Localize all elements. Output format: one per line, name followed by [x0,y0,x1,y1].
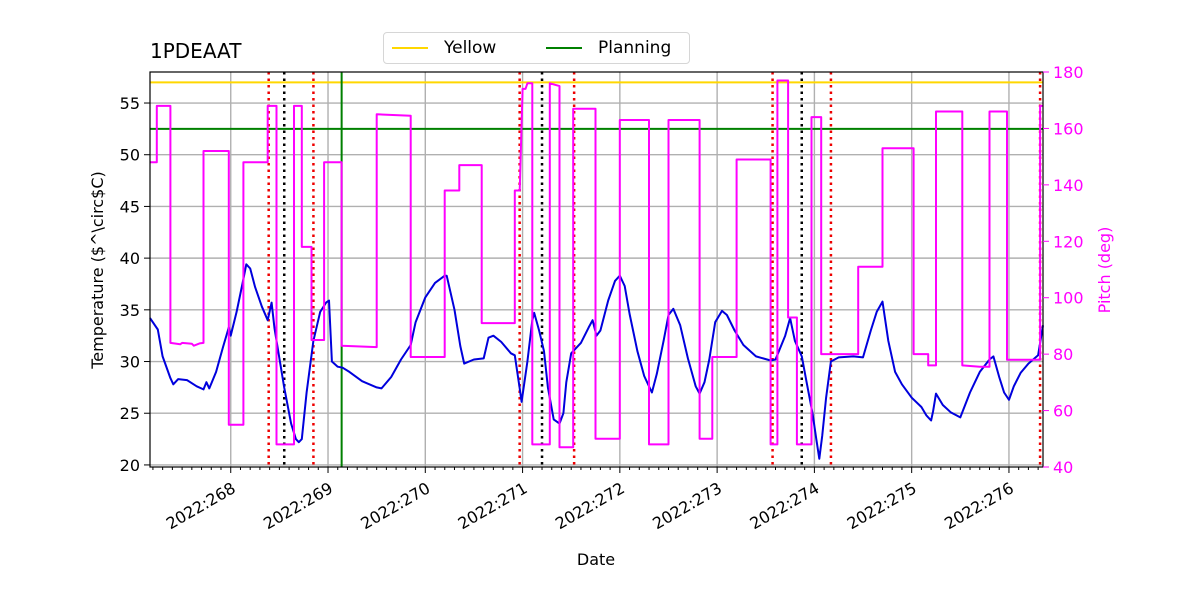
y2-tick-label-3: 100 [1053,289,1084,308]
y2-tick-label-6: 160 [1053,119,1084,138]
legend-item-planning: Planning [546,37,671,59]
y2-tick-label-1: 60 [1053,402,1073,421]
y2-tick-label-5: 140 [1053,176,1084,195]
y-tick-label-7: 55 [120,94,140,113]
legend-item-yellow: Yellow [392,37,496,59]
x-tick-label-6: 2022:274 [747,478,823,533]
x-tick-label-4: 2022:272 [552,478,628,533]
y-tick-label-3: 35 [120,301,140,320]
x-tick-label-5: 2022:273 [649,478,725,533]
x-tick-label-1: 2022:269 [260,478,336,533]
series-line-pitch [150,79,1043,449]
x-tick-label-2: 2022:270 [357,478,433,533]
y2-axis-label: Pitch (deg) [1095,227,1114,314]
y-tick-label-6: 50 [120,146,140,165]
y2-tick-label-4: 120 [1053,232,1084,251]
y2-tick-label-7: 180 [1053,63,1084,82]
x-tick-label-7: 2022:275 [844,478,920,533]
x-axis-label: Date [577,550,615,569]
y-tick-label-5: 45 [120,197,140,216]
x-tick-label-0: 2022:268 [163,478,239,533]
x-tick-label-3: 2022:271 [455,478,531,533]
y-tick-label-4: 40 [120,249,140,268]
chart-title: 1PDEAAT [150,39,242,63]
legend: Yellow Planning [383,32,690,64]
legend-swatch-yellow [392,47,428,49]
y-tick-label-2: 30 [120,353,140,372]
series-group [149,79,1044,460]
y2-tick-label-2: 80 [1053,345,1073,364]
legend-label-yellow: Yellow [444,38,497,58]
y-axis-label: Temperature ($^\circ$C) [88,171,107,370]
plot-frame [149,71,1044,468]
legend-swatch-planning [546,47,582,49]
y-tick-label-0: 20 [120,456,140,475]
x-tick-label-8: 2022:276 [941,478,1017,533]
y2-tick-label-0: 40 [1053,458,1073,477]
y-tick-label-1: 25 [120,404,140,423]
legend-label-planning: Planning [598,38,672,58]
